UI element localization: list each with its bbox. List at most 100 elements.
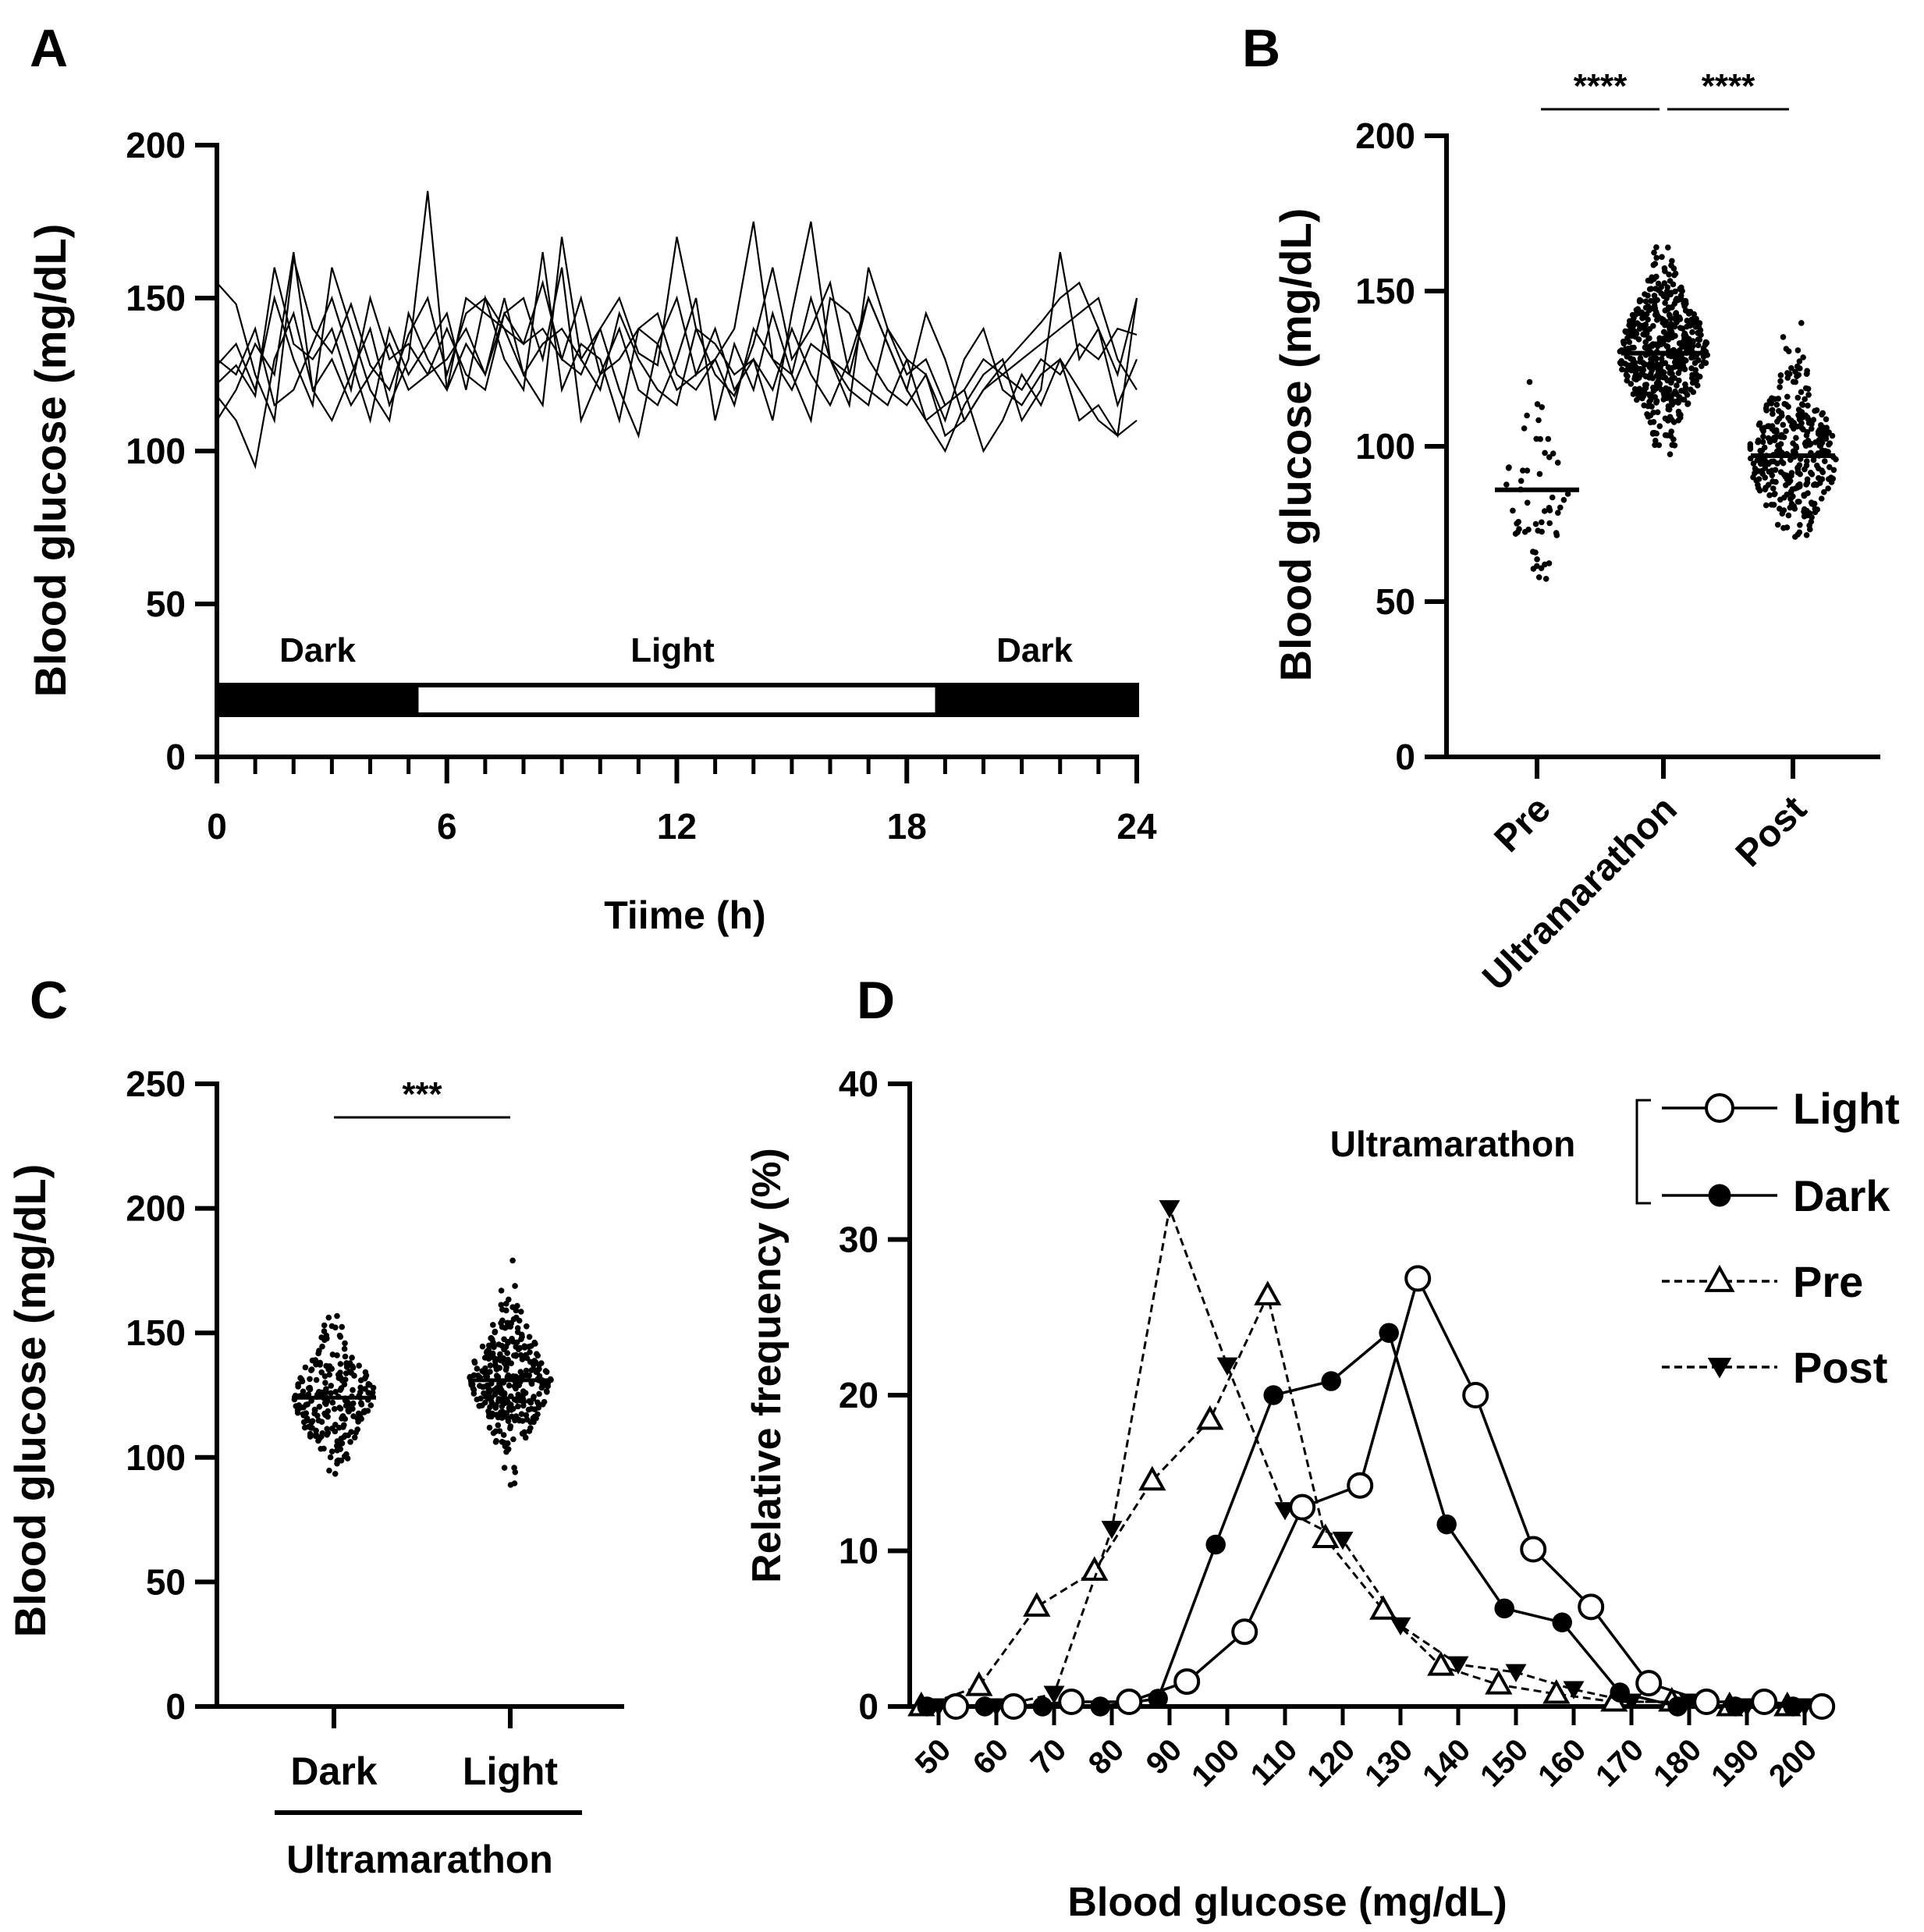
panel-c-point-dark	[313, 1431, 319, 1438]
panel-d-marker-dark	[1263, 1385, 1283, 1405]
panel-b-point-post	[1777, 378, 1784, 385]
panel-c-point-light	[521, 1429, 527, 1436]
panel-b-point-post	[1755, 437, 1762, 444]
panel-d-marker-light	[1578, 1593, 1605, 1621]
panel-c-point-dark	[337, 1387, 344, 1394]
panel-c-point-light	[492, 1328, 499, 1335]
panel-c-point-light	[523, 1412, 530, 1419]
panel-b-point-ultramarathon	[1674, 382, 1680, 389]
panel-b-point-post	[1821, 488, 1827, 495]
panel-d-series-line-post	[939, 1203, 1805, 1708]
panel-c-point-dark	[347, 1439, 353, 1445]
panel-c-point-dark	[331, 1405, 338, 1412]
panel-a-x-tick-label: 12	[657, 806, 697, 847]
panel-b-point-ultramarathon	[1664, 432, 1670, 439]
panel-d-legend-label-pre: Pre	[1793, 1257, 1863, 1306]
panel-b-point-pre	[1539, 528, 1545, 535]
panel-c-point-light	[534, 1411, 541, 1418]
panel-b-point-ultramarathon	[1642, 298, 1649, 305]
panel-c-point-dark	[337, 1446, 344, 1452]
panel-b-point-ultramarathon	[1665, 364, 1672, 371]
panel-a-x-tick-label: 18	[887, 806, 927, 847]
panel-c-point-dark	[350, 1400, 357, 1407]
panel-c-point-light	[484, 1348, 490, 1355]
panel-label-d: D	[857, 971, 895, 1030]
panel-label-c: C	[30, 971, 68, 1030]
panel-c-point-light	[527, 1399, 534, 1406]
panel-d-marker-dark	[1610, 1682, 1630, 1703]
panel-b-point-post	[1777, 506, 1783, 512]
panel-b-point-ultramarathon	[1647, 419, 1654, 426]
panel-c-point-dark	[364, 1408, 371, 1414]
panel-c-point-dark	[295, 1383, 301, 1390]
panel-c-scatter-chart: 0 50 100 150 200 250 Dark Light *** Blood glucos…	[5, 1064, 624, 1881]
panel-b-point-ultramarathon	[1646, 375, 1652, 381]
panel-c-point-dark	[343, 1402, 350, 1409]
panel-c-point-dark	[337, 1334, 344, 1340]
panel-b-point-post	[1792, 534, 1798, 540]
panel-d-marker-light	[1809, 1693, 1836, 1720]
panel-a-x-tick-label: 6	[437, 806, 457, 847]
panel-b-point-pre	[1560, 496, 1567, 503]
panel-b-point-post	[1825, 485, 1831, 492]
panel-d-x-tick-label: 150	[1474, 1732, 1535, 1793]
panel-c-y-tick-label: 0	[165, 1686, 186, 1727]
panel-b-point-post	[1780, 334, 1787, 340]
panel-b-point-ultramarathon	[1662, 300, 1668, 307]
panel-c-point-light	[492, 1402, 499, 1408]
panel-d-y-tick-label: 0	[858, 1686, 879, 1727]
panel-b-point-ultramarathon	[1671, 272, 1677, 279]
panel-d-marker-dark	[1379, 1323, 1399, 1343]
panel-b-point-post	[1817, 442, 1824, 449]
panel-c-point-light	[499, 1323, 506, 1330]
panel-b-point-ultramarathon	[1652, 311, 1659, 318]
panel-b-point-post	[1785, 512, 1792, 519]
panel-d-series-lines	[907, 1200, 1836, 1720]
panel-c-point-light	[496, 1428, 503, 1434]
panel-b-point-ultramarathon	[1688, 344, 1695, 350]
panel-d-marker-light	[1231, 1618, 1258, 1646]
panel-c-point-dark	[337, 1361, 344, 1367]
panel-b-point-ultramarathon	[1642, 304, 1649, 311]
panel-b-point-post	[1780, 471, 1787, 478]
panel-d-x-tick-label: 120	[1301, 1732, 1361, 1793]
panel-c-point-dark	[337, 1405, 344, 1412]
panel-b-point-ultramarathon	[1681, 335, 1688, 341]
panel-c-significance-label: ***	[402, 1075, 442, 1113]
panel-c-point-light	[499, 1317, 506, 1324]
panel-b-point-ultramarathon	[1649, 342, 1655, 349]
panel-d-marker-dark	[1552, 1612, 1572, 1633]
panel-b-point-ultramarathon	[1665, 291, 1672, 298]
panel-c-point-dark	[332, 1471, 339, 1477]
panel-d-marker-dark	[1032, 1696, 1053, 1717]
panel-c-point-dark	[367, 1402, 375, 1408]
panel-b-point-post	[1794, 347, 1802, 353]
panel-d-marker-dark	[1783, 1696, 1803, 1717]
panel-c-point-dark	[305, 1423, 312, 1430]
panel-b-point-post	[1762, 465, 1769, 471]
panel-c-point-light	[518, 1336, 524, 1342]
panel-d-marker-post	[1505, 1664, 1527, 1682]
panel-b-point-post	[1773, 478, 1779, 485]
panel-c-point-dark	[321, 1328, 328, 1334]
panel-c-point-light	[518, 1411, 525, 1417]
panel-b-point-post	[1819, 467, 1825, 474]
panel-d-marker-light	[1404, 1265, 1432, 1292]
panel-b-point-ultramarathon	[1695, 342, 1702, 349]
panel-c-point-dark	[343, 1451, 350, 1458]
panel-d-marker-pre	[1023, 1592, 1051, 1617]
panel-b-point-post	[1798, 320, 1805, 326]
panel-c-point-dark	[332, 1324, 339, 1331]
panel-b-point-post	[1818, 422, 1824, 428]
panel-b-point-ultramarathon	[1665, 335, 1672, 341]
panel-b-point-pre	[1534, 563, 1540, 570]
panel-b-point-ultramarathon	[1682, 343, 1688, 350]
panel-c-point-light	[524, 1416, 531, 1423]
panel-b-point-ultramarathon	[1692, 324, 1699, 330]
panel-b-point-ultramarathon	[1667, 414, 1674, 421]
panel-b-point-post	[1777, 372, 1784, 378]
panel-b-point-post	[1796, 529, 1803, 535]
panel-b-point-ultramarathon	[1664, 343, 1671, 350]
panel-b-point-post	[1798, 409, 1805, 415]
panel-c-point-light	[513, 1413, 520, 1419]
